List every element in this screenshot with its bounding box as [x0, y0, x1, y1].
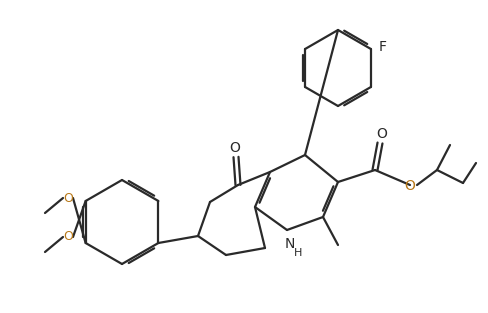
Text: O: O — [63, 230, 73, 244]
Text: O: O — [376, 127, 386, 141]
Text: O: O — [63, 192, 73, 204]
Text: O: O — [404, 179, 415, 193]
Text: F: F — [378, 40, 386, 54]
Text: H: H — [293, 248, 302, 258]
Text: O: O — [229, 141, 240, 155]
Text: N: N — [284, 237, 295, 251]
